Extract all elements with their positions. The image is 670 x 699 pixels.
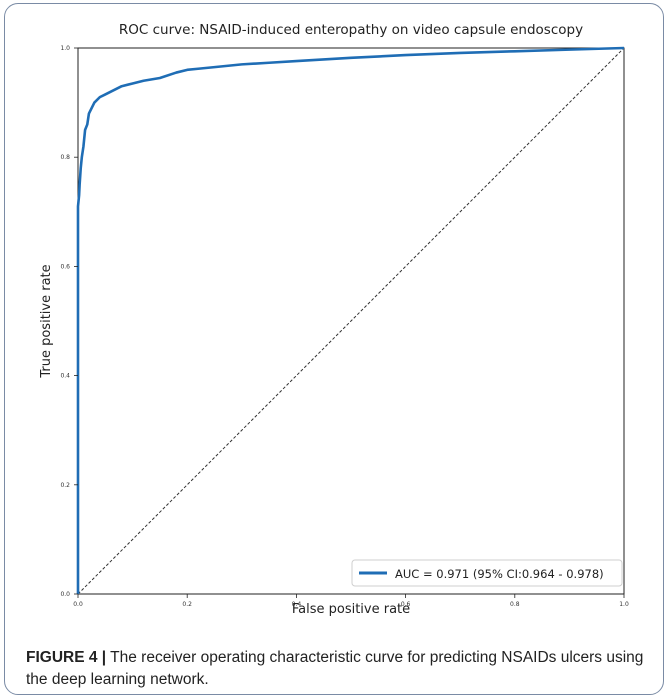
roc-chart: ROC curve: NSAID-induced enteropathy on …	[39, 22, 629, 617]
y-tick-label: 0.4	[60, 373, 70, 380]
x-tick-label: 0.8	[510, 601, 520, 608]
caption-label: FIGURE 4 |	[26, 649, 107, 666]
figure: ROC curve: NSAID-induced enteropathy on …	[14, 12, 656, 620]
x-tick-label: 1.0	[619, 601, 629, 608]
x-tick-label: 0.0	[73, 601, 83, 608]
y-tick-label: 0.6	[60, 263, 70, 270]
legend-box	[351, 559, 623, 587]
legend: AUC = 0.971 (95% CI:0.964 - 0.978)	[351, 559, 623, 587]
y-axis-label: True positive rate	[39, 264, 54, 378]
legend-label: AUC = 0.971 (95% CI:0.964 - 0.978)	[395, 567, 604, 581]
y-tick-label: 0.0	[60, 591, 70, 598]
roc-curve-line	[76, 46, 625, 594]
x-tick-label: 0.6	[401, 601, 411, 608]
caption-text: The receiver operating characteristic cu…	[26, 649, 644, 688]
y-tick-label: 1.0	[60, 45, 70, 52]
y-tick-label: 0.2	[60, 482, 70, 489]
x-tick-label: 0.2	[182, 601, 192, 608]
figure-caption: FIGURE 4 | The receiver operating charac…	[26, 647, 646, 691]
x-axis-label: False positive rate	[292, 602, 410, 617]
chance-line	[77, 47, 625, 595]
x-tick-label: 0.4	[292, 601, 302, 608]
y-tick-label: 0.8	[60, 154, 70, 161]
chart-title: ROC curve: NSAID-induced enteropathy on …	[119, 22, 583, 38]
